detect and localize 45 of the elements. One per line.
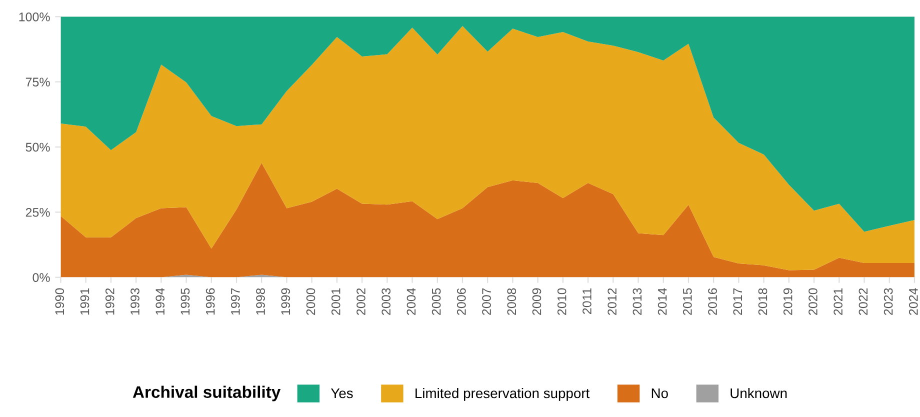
- x-tick-label: 2021: [834, 288, 843, 315]
- x-tick-label: 2010: [557, 288, 566, 315]
- x-tick-label: 2006: [456, 288, 466, 315]
- x-tick-label: 2019: [783, 288, 792, 315]
- x-tick-label: 2017: [733, 288, 742, 315]
- legend-label: Limited preservation support: [416, 388, 590, 401]
- x-tick-label: 2013: [632, 288, 642, 315]
- x-tick-label: 1997: [231, 288, 240, 315]
- x-tick-label: 2007: [482, 288, 491, 315]
- x-tick-label: 2023: [884, 288, 893, 315]
- x-tick-label: 2016: [708, 288, 717, 315]
- y-tick-label: 25%: [26, 208, 50, 217]
- x-tick-label: 2002: [356, 288, 366, 315]
- x-tick-label: 2005: [432, 288, 441, 315]
- y-tick-label: 50%: [26, 142, 50, 152]
- x-tick-label: 2022: [858, 288, 868, 315]
- x-tick-label: 1993: [130, 288, 140, 315]
- x-tick-label: 2001: [331, 288, 340, 315]
- x-tick-label: 1999: [281, 288, 290, 315]
- x-tick-label: 2008: [507, 288, 516, 315]
- x-tick-label: 1991: [80, 288, 90, 315]
- legend-label: No: [652, 388, 668, 398]
- legend-title: Archival suitability: [132, 386, 281, 402]
- x-tick-label: 2003: [382, 288, 391, 315]
- x-tick-label: 2000: [306, 288, 316, 315]
- x-tick-label: 1995: [180, 288, 190, 315]
- legend-label: Unknown: [730, 388, 787, 398]
- x-tick-label: 1998: [256, 288, 265, 315]
- x-tick-label: 2009: [532, 288, 542, 315]
- x-tick-label: 1990: [55, 288, 64, 315]
- x-tick-label: 2011: [582, 288, 592, 314]
- x-tick-label: 2014: [658, 288, 667, 315]
- x-tick-label: 2004: [406, 288, 416, 315]
- x-tick-label: 1992: [105, 288, 114, 315]
- x-tick-label: 1996: [206, 288, 215, 315]
- y-tick-label: 100%: [19, 12, 50, 22]
- y-tick-label: 75%: [26, 78, 50, 86]
- legend-label: Yes: [330, 388, 353, 398]
- x-tick-label: 1994: [156, 288, 165, 315]
- x-tick-label: 2012: [608, 288, 617, 315]
- x-tick-label: 2024: [908, 288, 918, 315]
- x-tick-label: 2020: [808, 288, 818, 315]
- x-tick-label: 2015: [682, 288, 692, 315]
- y-tick-label: 0%: [32, 273, 50, 282]
- x-tick-label: 2018: [758, 288, 768, 315]
